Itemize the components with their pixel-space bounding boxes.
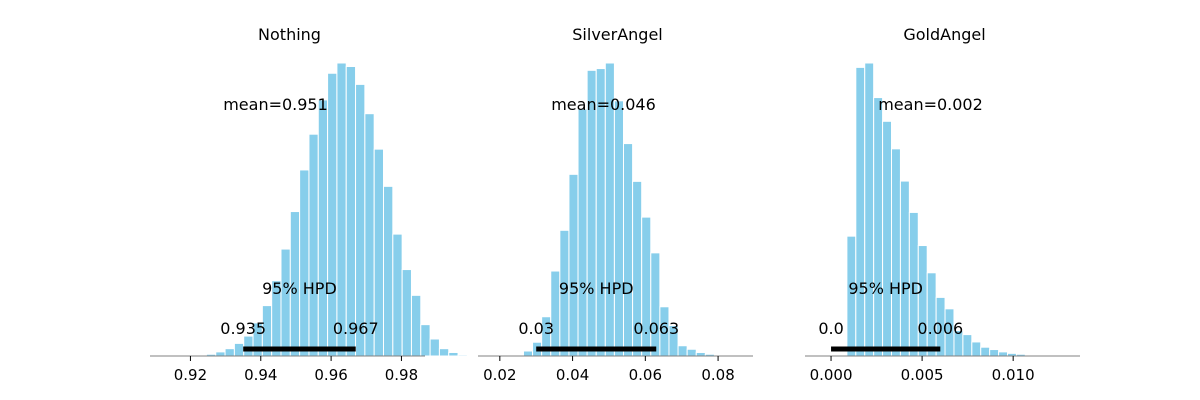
histogram-bar xyxy=(650,252,661,357)
histogram-bar xyxy=(233,342,245,357)
histogram-bar xyxy=(392,233,403,357)
hpd-high-label: 0.063 xyxy=(633,319,679,338)
histogram-bar xyxy=(457,354,468,357)
x-tick-label: 0.08 xyxy=(701,366,734,384)
histogram-bar xyxy=(855,66,866,357)
histogram-bar xyxy=(243,335,254,357)
histogram-bar xyxy=(899,180,910,357)
x-tick-label: 0.94 xyxy=(244,366,277,384)
histogram-bar xyxy=(224,348,235,357)
histogram-bar xyxy=(327,72,338,357)
x-tick-label: 0.98 xyxy=(385,366,418,384)
histogram-bar xyxy=(980,346,991,357)
panel-nothing: 0.92 0.94 0.96 0.98 0.935 0.967 95% HPD mean=0.… xyxy=(150,25,468,384)
x-tick-label: 0.04 xyxy=(556,366,589,384)
hpd-text: 95% HPD xyxy=(559,279,634,298)
hpd-text: 95% HPD xyxy=(848,279,923,298)
histogram-bar xyxy=(215,351,226,357)
panel-title: SilverAngel xyxy=(572,25,662,44)
histogram-bar xyxy=(686,348,697,357)
x-tick-label: 0.92 xyxy=(174,366,207,384)
hpd-high-label: 0.967 xyxy=(333,319,379,338)
histogram-bar xyxy=(308,133,319,357)
hpd-low-label: 0.03 xyxy=(518,319,554,338)
histogram-bar xyxy=(926,272,937,357)
histogram-bar xyxy=(882,120,893,357)
histogram-bar xyxy=(962,334,973,357)
x-tick-label: 0.000 xyxy=(810,366,853,384)
histogram-bar xyxy=(336,62,347,357)
histogram-bar xyxy=(891,148,901,357)
mean-label: mean=0.951 xyxy=(223,95,328,114)
histogram-bar xyxy=(355,83,366,357)
histogram-bar xyxy=(695,351,706,357)
hpd-low-label: 0.935 xyxy=(220,319,266,338)
histogram-bar xyxy=(317,99,329,357)
histogram-bar xyxy=(864,62,875,357)
histogram-bar xyxy=(568,173,579,357)
hpd-high-label: 0.006 xyxy=(917,319,963,338)
histogram-bar xyxy=(410,294,422,357)
histogram-bar xyxy=(971,341,982,357)
histogram-bar xyxy=(438,348,450,357)
histogram-bar xyxy=(448,351,459,357)
x-tick-label: 0.06 xyxy=(629,366,662,384)
histogram-bar xyxy=(989,349,1000,357)
histogram-bar xyxy=(383,185,394,357)
histogram-bar xyxy=(577,108,588,357)
x-tick-label: 0.96 xyxy=(314,366,347,384)
hpd-text: 95% HPD xyxy=(262,279,337,298)
histogram-bar xyxy=(429,338,440,357)
histogram-bar xyxy=(522,350,534,357)
histogram-bar xyxy=(401,269,412,357)
mean-label: mean=0.002 xyxy=(878,95,983,114)
histogram-bar xyxy=(420,324,431,357)
panel-silverangel: 0.02 0.04 0.06 0.08 0.03 0.063 95% HPD mean=0.0… xyxy=(478,25,753,384)
panel-goldangel: 0.000 0.005 0.010 0.0 0.006 95% HPD mean=0.002… xyxy=(805,25,1080,384)
histogram-bar xyxy=(299,169,310,357)
histogram-bar xyxy=(613,100,625,357)
hpd-low-label: 0.0 xyxy=(818,319,843,338)
histogram-bar xyxy=(280,248,291,357)
histogram-bar xyxy=(677,345,688,357)
x-tick-label: 0.005 xyxy=(901,366,944,384)
histogram-bar xyxy=(623,143,634,357)
x-tick-label: 0.010 xyxy=(992,366,1035,384)
x-tick-label: 0.02 xyxy=(483,366,516,384)
panel-title: GoldAngel xyxy=(903,25,985,44)
histogram-bar xyxy=(873,97,884,357)
histogram-bar xyxy=(917,245,928,357)
histogram-bar xyxy=(998,351,1009,357)
mean-label: mean=0.046 xyxy=(551,95,656,114)
panel-title: Nothing xyxy=(258,25,321,44)
histogram-bar xyxy=(345,66,357,357)
